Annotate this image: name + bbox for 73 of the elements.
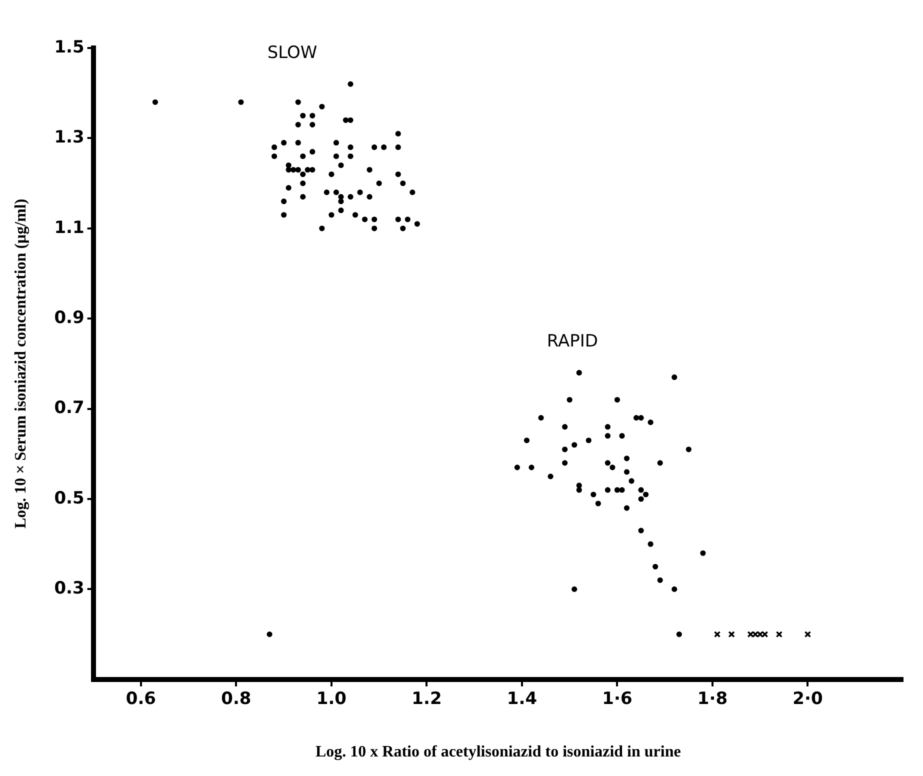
x-tick-label: 1.4	[506, 689, 538, 710]
point	[576, 487, 582, 493]
point	[595, 500, 601, 506]
point	[524, 438, 530, 444]
point	[686, 446, 692, 452]
point	[614, 487, 620, 493]
point	[638, 496, 644, 502]
point	[562, 460, 568, 466]
point	[638, 415, 644, 421]
point	[804, 630, 812, 638]
point	[633, 415, 640, 421]
point	[648, 541, 654, 547]
point	[728, 630, 735, 638]
y-tick-label: 1.5	[54, 37, 84, 58]
x-tick-label: 2·0	[792, 689, 823, 710]
y-tick-label: 0.9	[54, 308, 84, 328]
y-tick-label: 0.5	[54, 488, 84, 508]
y-tick-label: 0.3	[54, 578, 84, 599]
point	[590, 492, 596, 498]
point	[586, 438, 592, 444]
point	[657, 577, 663, 583]
point	[762, 630, 768, 638]
x-tick-label: 1·8	[697, 689, 728, 710]
point	[672, 374, 678, 380]
point	[776, 630, 783, 638]
point	[624, 469, 630, 475]
point	[576, 370, 582, 376]
y-tick-label: 0.7	[54, 398, 84, 418]
point	[572, 586, 578, 592]
point	[638, 487, 644, 493]
point	[676, 632, 682, 638]
point	[538, 415, 544, 421]
series-label: RAPID	[546, 332, 598, 352]
point	[752, 630, 759, 638]
point	[747, 630, 754, 638]
point	[572, 442, 578, 448]
point	[562, 446, 568, 452]
point	[648, 420, 654, 426]
point	[643, 492, 649, 498]
point	[562, 424, 568, 430]
point	[657, 460, 663, 466]
x-tick-label: 0.6	[126, 689, 156, 710]
point	[514, 464, 520, 470]
point	[548, 474, 554, 480]
point	[576, 482, 582, 488]
y-tick-label: 1.1	[54, 218, 84, 238]
point	[672, 586, 678, 592]
point	[619, 433, 625, 439]
x-tick-label: 1·6	[602, 689, 632, 710]
point	[614, 396, 620, 403]
point	[604, 487, 611, 493]
point	[652, 564, 658, 570]
point	[628, 478, 634, 484]
point	[714, 630, 721, 638]
point	[604, 433, 611, 439]
point	[566, 396, 572, 403]
x-tick-label: 0.8	[221, 689, 252, 710]
point	[624, 456, 630, 462]
point	[604, 460, 611, 466]
point	[638, 528, 644, 534]
point	[700, 550, 706, 556]
point	[756, 630, 764, 638]
x-tick-label: 1.0	[316, 689, 347, 710]
point	[604, 424, 611, 430]
y-tick-label: 1.3	[54, 128, 84, 148]
text: SLOW	[267, 43, 318, 63]
x-axis-title: Log. 10 x Ratio of acetylisoniazid to isoniazid in urine	[315, 744, 681, 761]
point	[624, 505, 630, 511]
point	[619, 487, 625, 493]
point	[528, 464, 534, 470]
y-axis-title: Log. 10 × Serum isoniazid concentration (μg/ml)	[12, 198, 30, 529]
x-tick-label: 1.2	[412, 689, 442, 710]
point	[610, 464, 616, 470]
